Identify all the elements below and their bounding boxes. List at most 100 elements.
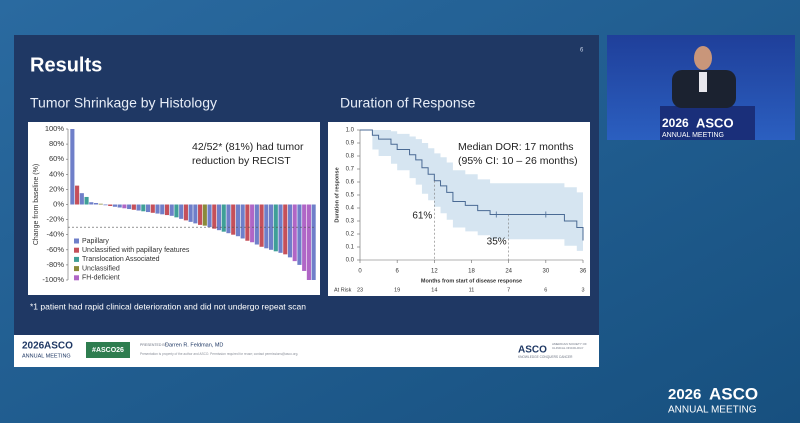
bar xyxy=(169,204,174,216)
bar xyxy=(193,204,198,224)
org-logo: ASCO xyxy=(518,345,547,356)
footer-logo-sub: ANNUAL MEETING xyxy=(22,353,71,359)
x-axis-label: Months from start of disease response xyxy=(421,278,522,284)
legend-swatch xyxy=(74,275,79,281)
video-logo-sub: ANNUAL MEETING xyxy=(662,132,724,139)
bar xyxy=(245,204,250,241)
corner-logo-name: ASCO xyxy=(709,384,758,403)
legend-box xyxy=(71,235,205,283)
presented-by: PRESENTED BY: xyxy=(140,343,168,347)
left-heading: Tumor Shrinkage by Histology xyxy=(30,95,217,111)
y-tick-label: 20% xyxy=(49,184,64,193)
at-risk-value: 11 xyxy=(469,287,475,293)
annotation: (95% CI: 10 – 26 months) xyxy=(458,155,578,167)
legend-label: Translocation Associated xyxy=(82,256,160,263)
bar xyxy=(145,204,151,213)
bar xyxy=(287,204,293,258)
bar xyxy=(112,204,118,207)
x-tick-label: 12 xyxy=(431,269,438,275)
y-tick-label: 1.0 xyxy=(346,128,355,134)
at-risk-value: 19 xyxy=(394,287,400,293)
y-tick-label: 0% xyxy=(53,199,64,208)
x-tick-label: 6 xyxy=(395,269,399,275)
speaker-shirt xyxy=(699,72,707,92)
y-tick-label: 0.0 xyxy=(346,258,355,264)
y-tick-label: 0.4 xyxy=(346,206,355,212)
right-heading: Duration of Response xyxy=(340,95,476,111)
at-risk-value: 3 xyxy=(581,287,584,293)
y-tick-label: 0.1 xyxy=(346,245,355,251)
confidence-band xyxy=(360,130,583,257)
x-tick-label: 24 xyxy=(505,269,512,275)
bar xyxy=(311,204,316,280)
annotation: Median DOR: 17 months xyxy=(458,141,574,153)
bar xyxy=(122,204,127,209)
content: Results 6 Tumor Shrinkage by Histology D… xyxy=(22,48,758,416)
video-logo-name: ASCO xyxy=(696,115,734,130)
bar xyxy=(278,204,283,253)
bar xyxy=(127,204,132,210)
bar xyxy=(174,204,179,218)
bar xyxy=(136,204,141,211)
slide-number: 6 xyxy=(580,48,584,54)
bar xyxy=(306,204,311,280)
y-tick-label: -80% xyxy=(46,260,64,269)
x-tick-label: 18 xyxy=(468,269,475,275)
at-risk-value: 23 xyxy=(357,287,363,293)
bar xyxy=(216,204,222,231)
bar xyxy=(164,204,170,216)
bar xyxy=(84,196,89,205)
legend-swatch xyxy=(74,238,79,244)
footnote: *1 patient had rapid clinical deteriorat… xyxy=(30,301,306,311)
bar xyxy=(207,204,212,228)
legend-label: Unclassified xyxy=(82,265,120,272)
footer-logo-year: 2026 xyxy=(22,341,45,352)
bar xyxy=(93,202,99,205)
bar xyxy=(75,185,80,205)
bar xyxy=(117,204,122,208)
bar xyxy=(259,204,264,247)
bar xyxy=(268,204,274,250)
at-risk-value: 7 xyxy=(507,287,510,293)
y-axis-label: Duration of response xyxy=(334,167,340,222)
bar xyxy=(273,204,278,252)
corner-logo-sub: ANNUAL MEETING xyxy=(668,405,757,416)
bar xyxy=(98,203,103,205)
presenter: Darren R. Feldman, MD xyxy=(165,342,223,348)
bar xyxy=(70,129,75,205)
footer-logo-name: ASCO xyxy=(44,341,73,352)
y-tick-label: 80% xyxy=(49,139,64,148)
at-risk-value: 6 xyxy=(544,287,547,293)
annotation: 42/52* (81%) had tumor xyxy=(192,141,304,153)
podium xyxy=(660,106,755,140)
y-axis-label: Change from baseline (%) xyxy=(33,164,40,245)
y-tick-label: 0.8 xyxy=(346,154,355,160)
bar xyxy=(254,204,259,245)
y-tick-label: -60% xyxy=(46,245,64,254)
marker-label: 61% xyxy=(412,211,432,222)
bar xyxy=(235,204,241,237)
corner-logo-year: 2026 xyxy=(668,386,701,403)
y-tick-label: -100% xyxy=(42,275,64,284)
legend-swatch xyxy=(74,266,79,272)
bar xyxy=(226,204,231,234)
bar xyxy=(179,204,184,219)
bar xyxy=(108,204,113,207)
bar xyxy=(250,204,255,243)
legend-label: FH-deficient xyxy=(82,275,120,282)
bar xyxy=(150,204,155,213)
legend-label: Papillary xyxy=(82,238,109,245)
legend-swatch xyxy=(74,247,79,253)
bar xyxy=(264,204,269,249)
bar xyxy=(240,204,245,239)
y-tick-label: -20% xyxy=(46,215,64,224)
bar xyxy=(297,204,302,265)
legend-swatch xyxy=(74,256,79,262)
bar xyxy=(283,204,288,255)
bar xyxy=(292,204,297,262)
bar xyxy=(160,204,165,215)
notice: Presentation is property of the author a… xyxy=(140,352,298,356)
slide-title: Results xyxy=(30,54,102,76)
speaker-head xyxy=(694,46,712,70)
